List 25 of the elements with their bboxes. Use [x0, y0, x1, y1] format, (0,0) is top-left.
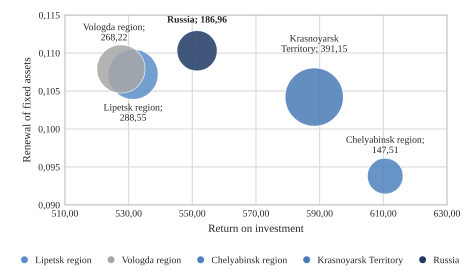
legend-label: Krasnoyarsk Territory — [318, 256, 404, 266]
y-tick-label: 0,090 — [38, 202, 60, 210]
data-label: Lipetsk region; 288,55 — [104, 104, 162, 122]
y-tick-label: 0,095 — [38, 164, 60, 172]
y-axis-title: Renewal of fixed assets — [22, 58, 30, 162]
legend-label: Vologda region — [122, 256, 182, 266]
x-tick-label: 590,00 — [306, 210, 333, 218]
x-tick-label: 570,00 — [243, 210, 269, 218]
data-label: Russia; 186,96 — [167, 16, 227, 24]
data-label: Vologda region; 268,22 — [83, 23, 144, 42]
x-tick-label: 630,00 — [434, 210, 460, 218]
legend-label: Lipetsk region — [35, 256, 92, 266]
y-tick-label: 0,110 — [38, 50, 60, 58]
x-tick-label: 550,00 — [179, 210, 206, 218]
x-tick-label: 610,00 — [370, 210, 396, 218]
data-label: Chelyabinsk region; 147,51 — [346, 136, 424, 154]
x-axis-title: Return on investment — [208, 224, 304, 232]
legend-label: Russia — [434, 256, 460, 264]
x-tick-label: 530,00 — [116, 210, 142, 218]
data-label: Krasnoyarsk Territory; 391,15 — [281, 34, 347, 54]
y-tick-label: 0,115 — [38, 12, 60, 20]
y-tick-label: 0,100 — [38, 126, 60, 134]
legend-label: Chelyabinsk region — [212, 256, 288, 266]
x-tick-label: 510,00 — [52, 210, 78, 218]
y-tick-label: 0,105 — [38, 88, 60, 96]
